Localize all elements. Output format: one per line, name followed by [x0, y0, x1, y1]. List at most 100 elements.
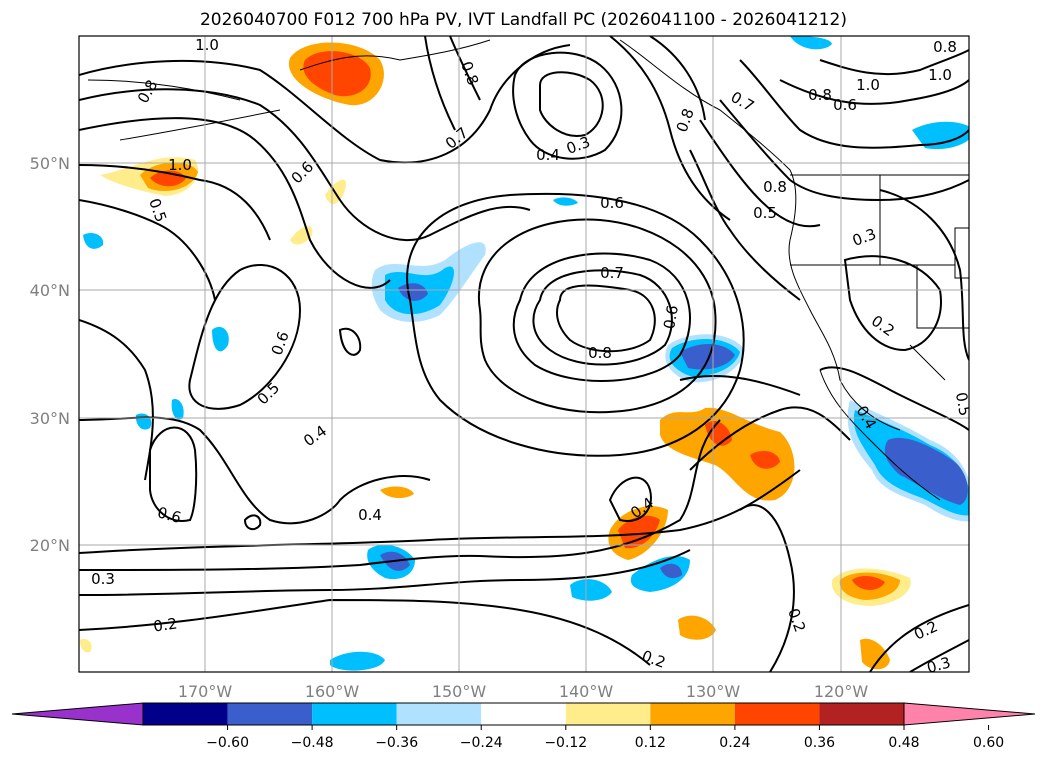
- coastline: [909, 344, 946, 381]
- contour-line: [608, 476, 652, 522]
- lat-axis: 50°N 40°N 30°N 20°N: [30, 154, 70, 555]
- contour-label: 0.7: [728, 88, 758, 116]
- shade-east-darkblue: [680, 344, 735, 370]
- contour-label: 0.8: [808, 86, 832, 104]
- colorbar-swatch: [312, 703, 397, 725]
- colorbar-swatch: [819, 703, 904, 725]
- shade-small-blue-bottom: [330, 651, 385, 671]
- contour-line: [79, 319, 154, 481]
- contour-label: 0.8: [763, 178, 787, 196]
- colorbar-swatch: [143, 703, 228, 725]
- shade-small-blue-west3: [135, 413, 152, 430]
- contour-label: 0.8: [933, 38, 957, 56]
- shade-baja-darkblue: [884, 437, 968, 505]
- contour-line: [532, 269, 673, 366]
- colorbar-swatch: [227, 703, 313, 725]
- contour-label: 0.3: [91, 570, 115, 588]
- contour-layer: [79, 36, 969, 672]
- contour-line: [188, 264, 302, 410]
- colorbar-tick-label: 0.36: [804, 735, 835, 751]
- coastline: [954, 227, 969, 279]
- coastline: [119, 109, 281, 141]
- shade-small-blue-mid: [553, 197, 578, 206]
- contour-label: 0.5: [753, 204, 777, 222]
- contour-line: [449, 36, 481, 101]
- contour-label: 0.6: [660, 304, 682, 331]
- contour-label: 0.5: [952, 391, 974, 418]
- shade-small-yellow-south: [380, 486, 414, 499]
- lat-label-20n: 20°N: [30, 536, 70, 555]
- lon-axis: 170°W 160°W 150°W 140°W 130°W 120°W: [178, 682, 869, 701]
- contour-line: [424, 36, 456, 131]
- contour-line: [819, 49, 969, 76]
- map-title: 2026040700 F012 700 hPa PV, IVT Landfall…: [199, 10, 847, 30]
- lat-label-30n: 30°N: [30, 409, 70, 428]
- contour-label: 0.4: [536, 146, 560, 164]
- contour-label: 1.0: [928, 66, 952, 84]
- lon-label-130w: 130°W: [686, 682, 741, 701]
- contour-line: [406, 192, 745, 457]
- contour-line: [79, 419, 721, 571]
- shade-alaska-red: [303, 51, 371, 97]
- colorbar-tick-label: −0.60: [206, 735, 249, 751]
- shade-small-blue-top: [790, 36, 832, 50]
- contour-line: [512, 252, 691, 382]
- contour-line: [512, 51, 623, 160]
- coastline: [916, 265, 969, 329]
- shade-sse-red: [852, 576, 885, 590]
- contour-label: 0.3: [564, 133, 593, 158]
- shade-small-blue-west: [83, 233, 104, 249]
- contour-label: 0.2: [152, 614, 178, 635]
- shade-small-orange-1: [678, 615, 716, 640]
- contour-line: [819, 366, 969, 431]
- colorbar-swatch: [481, 703, 566, 725]
- colorbar-tick-label: 0.24: [719, 735, 750, 751]
- contour-line: [739, 59, 969, 149]
- shade-small-blue-west4: [171, 399, 184, 420]
- contour-label: 0.8: [457, 59, 482, 88]
- lon-label-150w: 150°W: [432, 682, 487, 701]
- contour-line: [879, 189, 969, 361]
- contour-label: 1.0: [856, 76, 880, 94]
- contour-label: 0.3: [925, 653, 953, 677]
- colorbar-swatch: [396, 703, 482, 725]
- colorbar-frame: [142, 702, 905, 726]
- contour-line: [79, 598, 651, 666]
- contour-label: 0.4: [300, 422, 330, 450]
- contour-label: 0.3: [850, 225, 879, 250]
- contour-label: 0.5: [254, 379, 284, 409]
- shade-south-blue-3: [570, 579, 612, 601]
- colorbar-tick-label: −0.24: [460, 735, 503, 751]
- coastline: [819, 369, 941, 501]
- contour-label: 0.8: [588, 344, 612, 362]
- shade-sw-red: [618, 515, 660, 549]
- shade-se-red-2: [750, 450, 780, 469]
- lon-label-160w: 160°W: [305, 682, 360, 701]
- contour-label: 0.6: [600, 194, 624, 212]
- colorbar-swatch: [565, 703, 651, 725]
- contour-line: [699, 119, 821, 228]
- coastline: [87, 79, 241, 101]
- contour-line: [79, 549, 691, 596]
- graticule: [79, 36, 969, 672]
- shade-small-yellow-west: [80, 639, 92, 653]
- contour-line: [556, 284, 656, 353]
- contour-label: 0.2: [639, 647, 668, 672]
- contour-line: [149, 426, 198, 522]
- lat-label-50n: 50°N: [30, 154, 70, 173]
- colorbar: −0.60 −0.48 −0.36 −0.24 −0.12 0.12 0.24 0.36 0.4…: [11, 702, 1036, 751]
- contour-label: 0.6: [288, 158, 318, 188]
- shade-small-orange-2: [860, 638, 890, 670]
- colorbar-tick-label: 0.48: [888, 735, 919, 751]
- contour-line: [243, 514, 262, 531]
- shade-small-blue-west2: [212, 326, 229, 352]
- contour-label: 0.4: [358, 506, 382, 524]
- contour-label: 0.7: [600, 264, 624, 282]
- colorbar-tick-label: 0.60: [973, 735, 1004, 751]
- contour-line: [79, 88, 531, 241]
- colorbar-extend-max: [903, 702, 1036, 726]
- lat-label-40n: 40°N: [30, 281, 70, 300]
- contour-label: 0.6: [833, 96, 857, 114]
- contour-line: [609, 36, 731, 221]
